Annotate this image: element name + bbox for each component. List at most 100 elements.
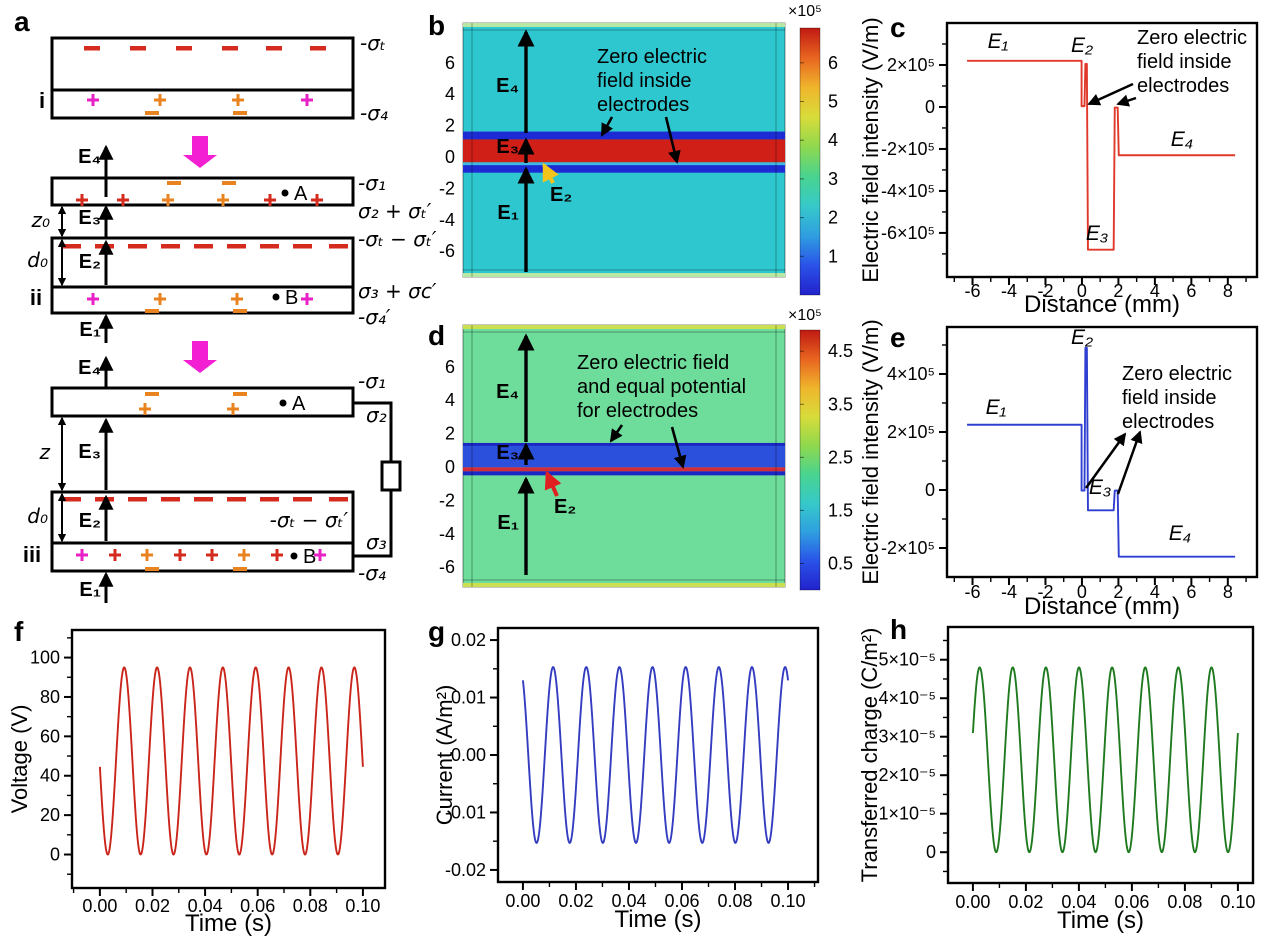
layer-rect [50,176,355,207]
x-tick-label: 6 [1186,582,1196,602]
plus-charge [154,94,166,106]
minus-charge [128,244,147,249]
panel-letter-d: d [428,320,446,351]
colorbar-tick-label: 1.5 [828,500,853,520]
sigma-label: σ₃ [366,530,387,554]
dim-label-z0: z₀ [30,208,50,232]
x-tick-label: 0.06 [1114,892,1149,912]
minus-charge [145,309,159,313]
panel-letter-h: h [890,614,908,645]
point-label-B: B [303,546,316,568]
x-tick-label: 0.02 [135,896,170,916]
y-axis-title: Voltage (V) [7,705,32,814]
y-tick-label: -6×10⁵ [881,223,935,243]
E2-pointer-arrow [544,470,562,497]
plus-charge [231,293,243,305]
x-tick-label: 0.02 [1008,892,1043,912]
y-tick-label: 3×10⁻⁵ [878,727,936,747]
plus-charge [174,549,186,561]
y-tick-label: 60 [40,726,60,746]
minus-charge [260,497,279,502]
annotation-E1: E₁ [986,396,1007,419]
annotation-E2: E₂ [1071,34,1093,57]
stage-label-iii: iii [23,542,41,567]
plus-charge [232,94,244,106]
minus-charge [293,244,312,249]
fieldmap-y-tick-label: 6 [445,357,455,377]
minus-charge [130,46,146,51]
field-label: E₄ [78,146,101,168]
y-tick-label: 0.00 [451,745,486,765]
x-tick-label: 6 [1186,281,1196,301]
minus-charge [194,497,213,502]
x-tick-label: 4 [1150,582,1160,602]
x-tick-label: 0.10 [1220,892,1255,912]
minus-charge [329,244,348,249]
sigma-label: σ₂ [366,403,387,427]
minus-charge [233,111,247,115]
plus-charge [314,549,326,561]
colorbar [799,27,821,296]
colorbar-tick-label: 4.5 [828,341,853,361]
plot-box [70,628,387,890]
x-axis-title: Distance (mm) [1024,291,1180,318]
colorbar-tick-label: 6 [828,53,838,73]
sigma-label: σ₃ + σc′ [358,279,437,303]
plus-charge [154,293,166,305]
x-tick-label: 0.04 [188,896,223,916]
minus-charge [329,497,348,502]
colorbar-tick-label: 3 [828,169,838,189]
panel-e-field-line-chart: -6 -4 -2 0 2 4 6 8 4×10⁵ 2×10⁵ 0 -2×10⁵ Distance (mm… [858,319,1259,620]
y-tick-label: 0 [50,845,60,865]
transition-arrow [183,136,217,168]
fieldmap-y-tick-label: -6 [439,557,455,577]
sigma-label: -σₜ − σₜ′ [358,227,437,251]
colorbar-tick-label: 4 [828,130,838,150]
x-tick-label: -6 [965,281,981,301]
y-axis-title: Transferred charge (C/m²) [857,628,882,883]
field-label-E4: E₄ [496,381,519,403]
x-tick-label: -4 [1001,582,1017,602]
plus-charge [301,94,313,106]
colorbar-tick-label: 2.5 [828,447,853,467]
stage-label-ii: ii [30,285,42,310]
panel-f-voltage-chart: 0.00 0.02 0.04 0.06 0.08 0.10 100 80 60 40 20 0 Time… [7,628,387,936]
minus-charge [161,497,180,502]
minus-charge [167,181,181,185]
panel-a-schematic: E₄E₃E₂E₁E₄E₃E₂E₁z₀d₀zd₀iiiiii-σₜ-σ₄-σ₁σ₂… [23,31,437,603]
probe-point-dot [290,552,298,560]
minus-charge [266,46,282,51]
x-tick-label: 0.00 [82,896,117,916]
dim-label-d0: d₀ [27,248,48,272]
x-tick-label: 0.08 [293,896,328,916]
sigma-label: -σ₄ [360,101,388,125]
probe-point-dot [279,399,287,407]
annotation-E4: E₄ [1169,522,1191,545]
y-tick-label: 0.02 [451,630,486,650]
colorbar [799,329,821,591]
x-tick-label: 0.08 [1167,892,1202,912]
annotation-note-line: Zero electric [1137,27,1247,49]
x-tick-label: 0 [1077,582,1087,602]
x-tick-label: 0.10 [345,896,380,916]
fieldmap-y-tick-label: -4 [439,210,455,230]
minus-charge [161,244,180,249]
annotation-E3: E₃ [1086,222,1108,245]
annotation-note-line: field inside [597,70,692,92]
dim-label-z: z [39,440,51,464]
sigma-label: -σ₄ [358,561,386,585]
fieldmap-y-tick-label: -6 [439,241,455,261]
plus-charge [117,194,129,206]
y-tick-label: 4×10⁵ [887,364,935,384]
y-tick-label: 2×10⁻⁵ [878,765,936,785]
plus-charge [238,549,250,561]
panel-letter-a: a [14,6,30,37]
fieldmap-y-tick-label: -2 [439,178,455,198]
x-axis-title: Distance (mm) [1024,593,1180,620]
fieldmap-y-tick-label: -2 [439,490,455,510]
plus-charge [271,549,283,561]
fieldmap-layer-top-electrode-zero-field [463,131,785,140]
point-label-A: A [294,183,308,205]
x-tick-label: 0.00 [505,891,540,911]
annotation-arrow [1084,432,1127,489]
